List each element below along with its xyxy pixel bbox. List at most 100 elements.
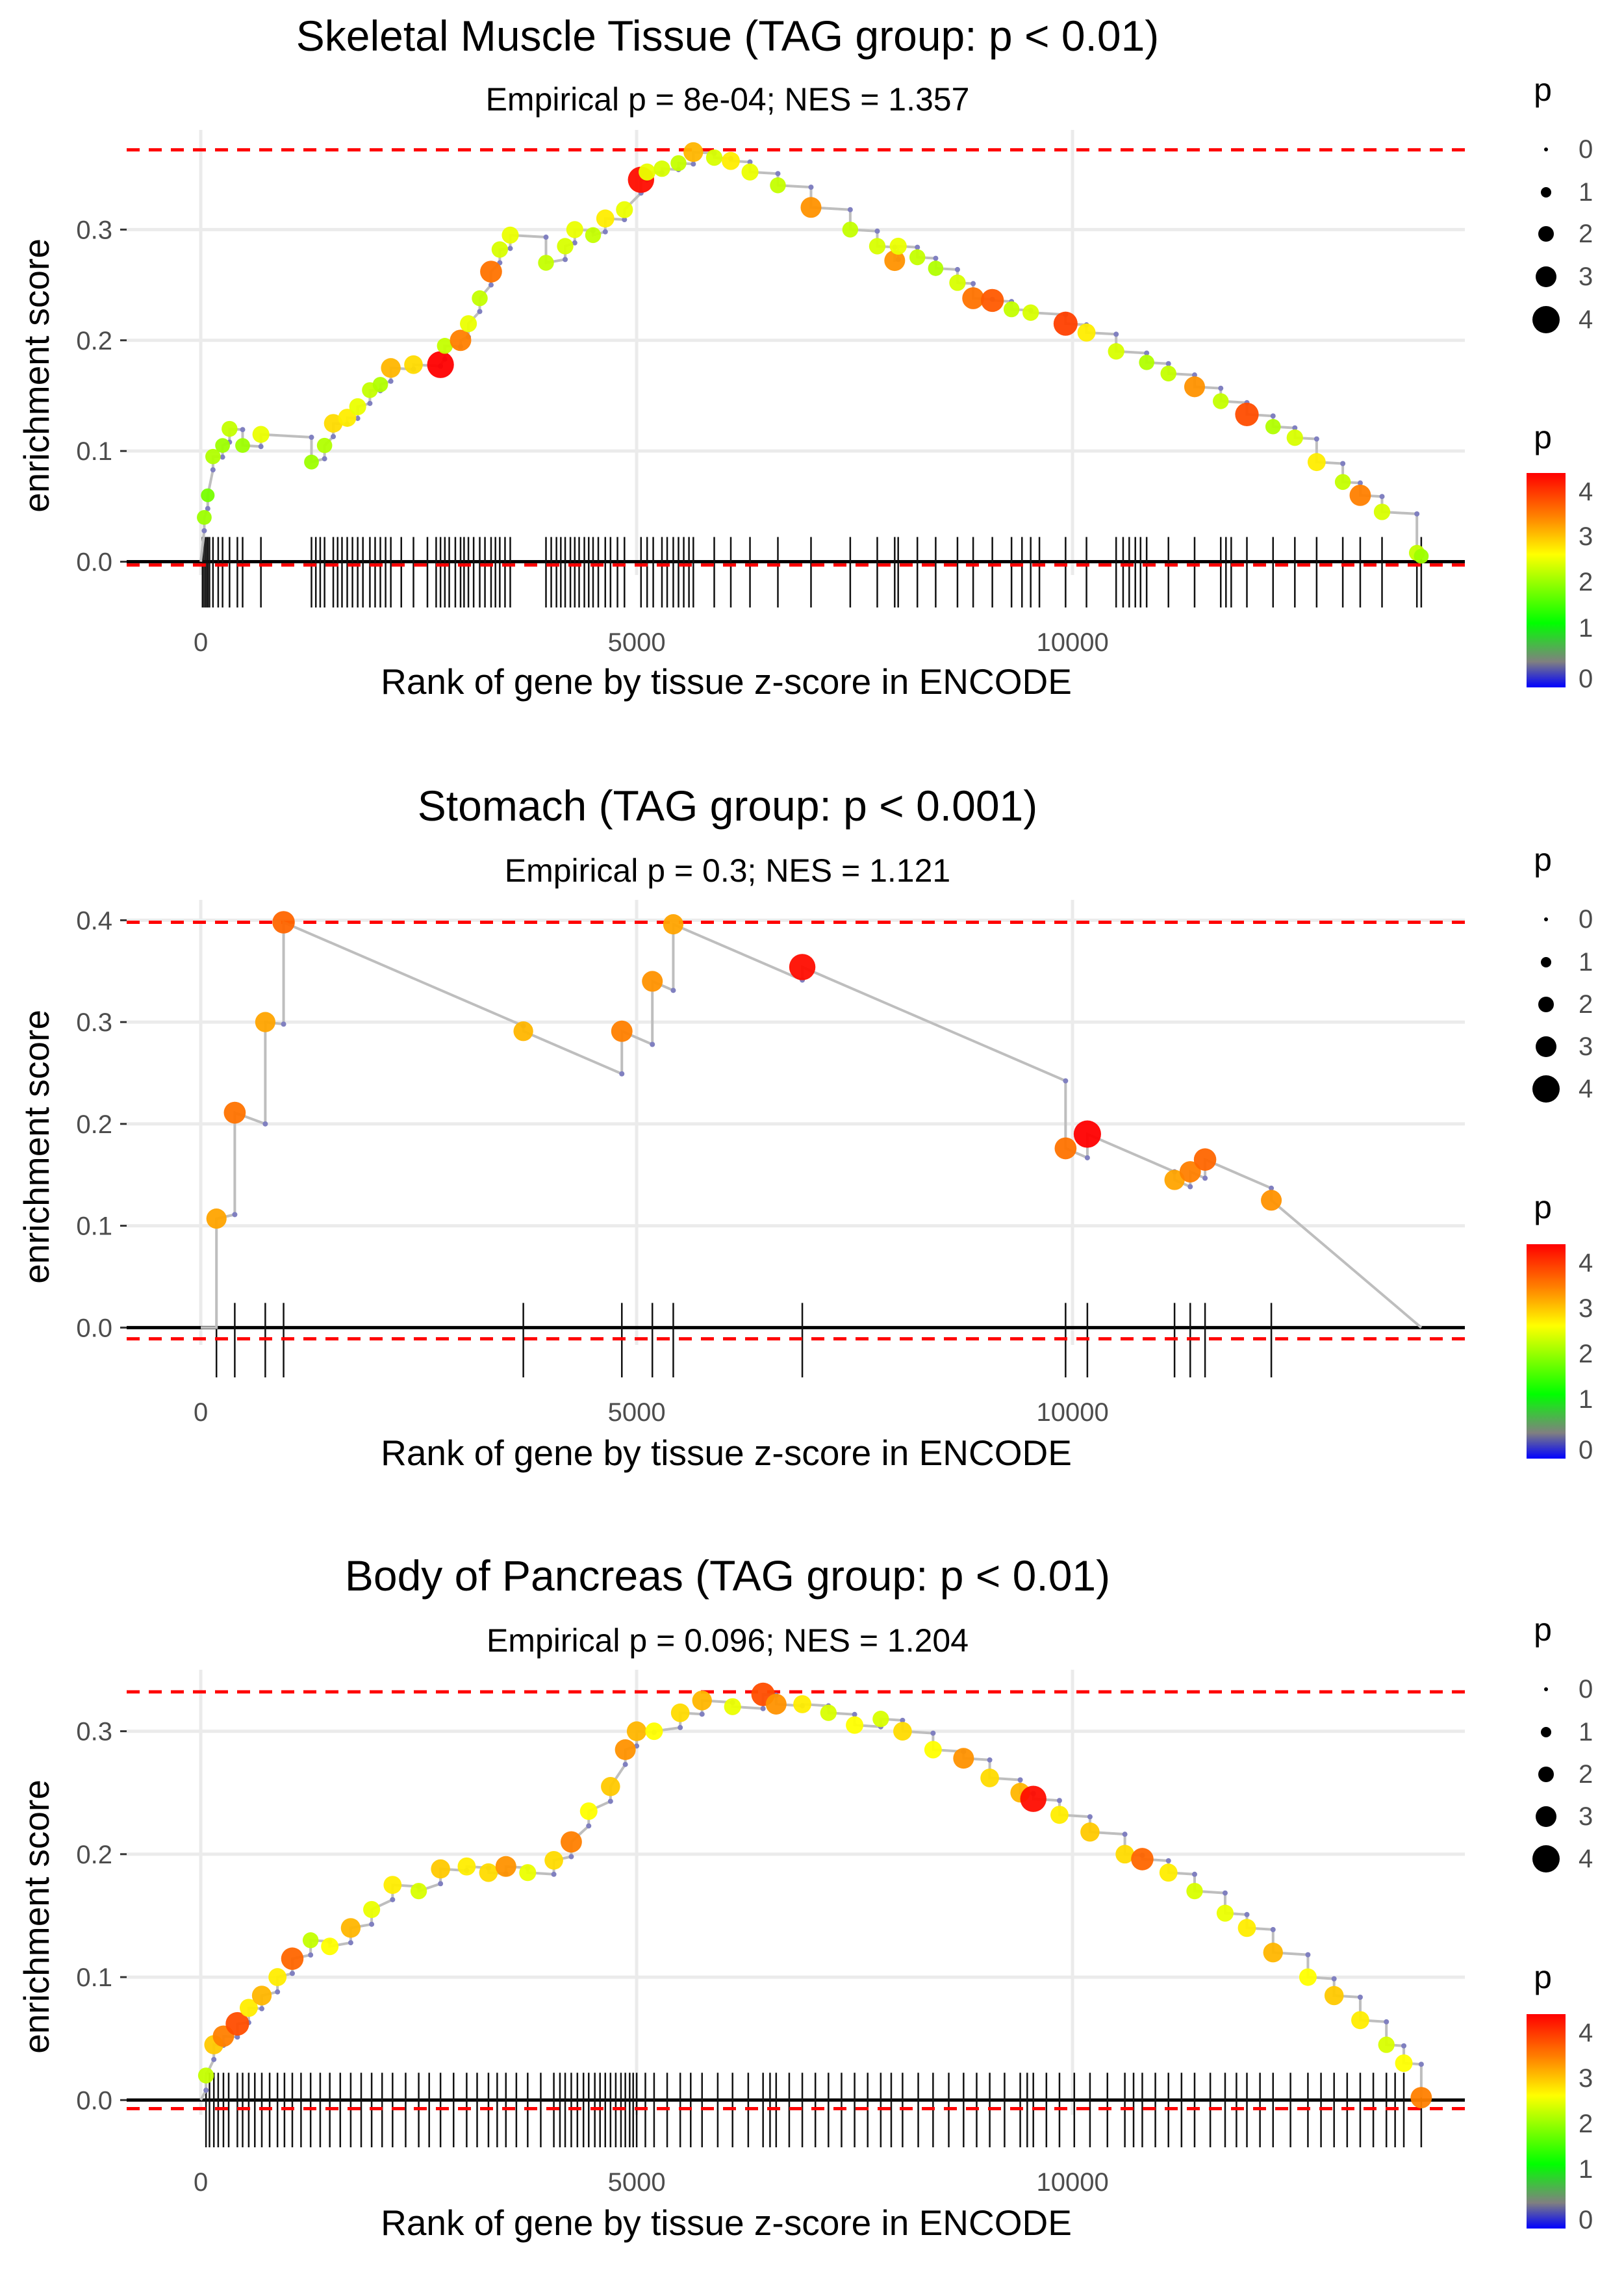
trough-point	[1113, 331, 1119, 337]
enrichment-path	[199, 1693, 1423, 2101]
trough-point	[670, 988, 676, 993]
panel-3-ylabel: enrichment score	[16, 1780, 57, 2054]
panel-1-size-legend: p 0 1 2 3 4	[1532, 71, 1593, 334]
hit-point	[765, 1693, 787, 1715]
hit-point	[557, 238, 574, 255]
size-legend-dot	[1538, 1767, 1554, 1782]
trough-point	[1244, 1911, 1250, 1917]
hit-point	[1186, 1882, 1203, 1900]
color-legend-label: 2	[1579, 2110, 1593, 2138]
hit-point	[340, 1918, 361, 1938]
trough-point	[691, 161, 696, 167]
hit-point	[928, 261, 944, 276]
trough-point	[258, 444, 264, 450]
panel-stomach: Stomach (TAG group: p < 0.001) Empirical…	[16, 782, 1593, 1473]
panel-3-subtitle: Empirical p = 0.096; NES = 1.204	[487, 1622, 969, 1659]
size-legend-dot	[1532, 306, 1560, 333]
size-legend-label: 1	[1579, 178, 1593, 207]
hit-point	[404, 355, 423, 374]
color-legend-title: p	[1534, 1959, 1552, 1995]
x-tick-label: 0	[194, 1398, 208, 1427]
trough-point	[322, 456, 327, 462]
hit-point	[225, 2012, 249, 2036]
trough-point	[1357, 1995, 1363, 2000]
trough-point	[933, 255, 939, 261]
trough-point	[1063, 1078, 1069, 1084]
y-tick-label: 0.3	[76, 216, 112, 244]
panel-body-of-pancreas: Body of Pancreas (TAG group: p < 0.01) E…	[16, 1552, 1593, 2243]
trough-point	[211, 2056, 217, 2062]
trough-point	[775, 171, 781, 177]
hit-point	[1050, 1806, 1069, 1824]
panel-3-xlabel: Rank of gene by tissue z-score in ENCODE	[381, 2203, 1072, 2243]
trough-point	[388, 378, 394, 384]
hit-point	[1115, 1845, 1134, 1864]
hit-point	[302, 1932, 319, 1948]
panel-2-size-legend: p 0 1 2 3 4	[1532, 841, 1593, 1103]
hit-point	[560, 1831, 582, 1853]
hit-point	[1299, 1968, 1317, 1986]
trough-point	[572, 240, 577, 246]
panel-1-color-legend: p 4 3 2 1 0	[1527, 419, 1593, 693]
trough-point	[747, 159, 753, 165]
hit-point	[495, 1856, 516, 1877]
hit-point	[579, 1802, 598, 1820]
trough-point	[1384, 2019, 1389, 2025]
panel-1-ylabel: enrichment score	[16, 238, 57, 513]
trough-point	[203, 2088, 209, 2093]
hit-point	[869, 238, 886, 255]
color-legend-bar	[1527, 2014, 1566, 2229]
hit-point	[611, 1020, 633, 1042]
hit-point	[820, 1704, 837, 1721]
hit-point	[616, 201, 633, 218]
hit-point	[1261, 1190, 1282, 1211]
trough-point	[1084, 1155, 1090, 1160]
color-legend-bar	[1527, 473, 1566, 687]
color-legend-label: 3	[1579, 1294, 1593, 1323]
hit-point	[670, 1703, 690, 1722]
trough-point	[563, 257, 568, 262]
trough-point	[232, 1212, 238, 1218]
hit-point	[1373, 504, 1391, 520]
color-legend-bar	[1527, 1244, 1566, 1459]
hit-point	[544, 1850, 563, 1870]
hit-point	[793, 1695, 811, 1713]
trough-point	[808, 185, 814, 190]
trough-point	[367, 400, 373, 406]
x-tick-label: 5000	[608, 1398, 666, 1427]
panel-1-subtitle: Empirical p = 8e-04; NES = 1.357	[486, 81, 970, 118]
panel-1-xlabel: Rank of gene by tissue z-score in ENCODE	[381, 661, 1072, 702]
hit-point	[663, 914, 684, 935]
y-tick-label: 0.1	[76, 437, 112, 466]
trough-point	[1087, 1814, 1093, 1820]
hit-point	[1324, 1986, 1344, 2006]
panel-1-plot: 0.0 0.1 0.2 0.3 0 5000 10000	[76, 130, 1465, 657]
hit-point	[1395, 2054, 1413, 2073]
color-legend-label: 4	[1579, 478, 1593, 506]
hit-point	[789, 954, 816, 980]
color-legend-label: 3	[1579, 522, 1593, 551]
trough-point	[369, 1921, 375, 1927]
trough-point	[1056, 1798, 1062, 1804]
y-tick-label: 0.3	[76, 1008, 112, 1037]
trough-point	[760, 1706, 766, 1711]
hit-point	[585, 227, 602, 244]
size-legend-dot	[1544, 1687, 1548, 1691]
hit-point	[893, 1722, 912, 1741]
hit-point	[1160, 365, 1176, 382]
trough-point	[1340, 461, 1346, 466]
hit-point	[909, 249, 926, 266]
trough-point	[954, 266, 960, 272]
trough-point	[1165, 361, 1171, 366]
trough-point	[1187, 1184, 1193, 1190]
y-tick-label: 0.1	[76, 1963, 112, 1992]
trough-point	[699, 1711, 705, 1717]
hit-point	[722, 151, 740, 170]
trough-point	[281, 1021, 286, 1027]
size-legend-title: p	[1534, 841, 1552, 878]
size-legend-label: 2	[1579, 990, 1593, 1019]
hit-point	[705, 149, 723, 166]
hit-point	[872, 1711, 889, 1728]
hit-point	[692, 1691, 712, 1711]
trough-point	[1191, 1871, 1197, 1877]
